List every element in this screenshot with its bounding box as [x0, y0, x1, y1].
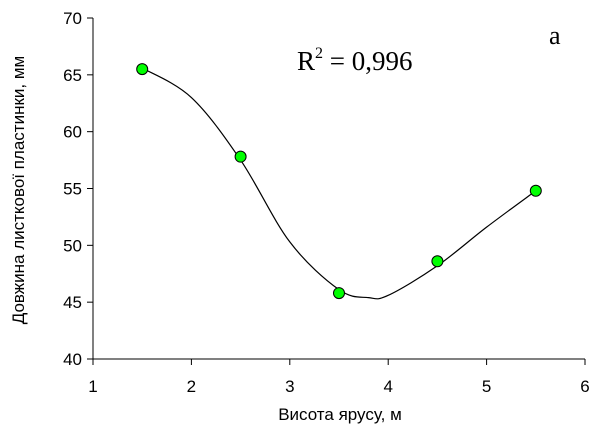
y-tick-label: 40	[63, 350, 82, 369]
x-tick-label: 3	[285, 377, 294, 396]
y-tick-label: 45	[63, 293, 82, 312]
r-squared-exponent: 2	[315, 45, 323, 62]
data-point	[234, 150, 247, 163]
r-squared-annotation: R2 = 0,996	[297, 45, 413, 76]
x-axis-title: Висота ярусу, м	[278, 405, 402, 424]
x-tick-label: 6	[580, 377, 589, 396]
y-axis-title: Довжина листкової пластинки, мм	[9, 56, 28, 324]
y-tick-label: 65	[63, 66, 82, 85]
y-tick-label: 60	[63, 123, 82, 142]
y-ticks: 40 45 50 55 60 65 70	[63, 9, 93, 369]
data-point	[529, 184, 542, 197]
data-points	[136, 63, 542, 300]
x-tick-label: 2	[187, 377, 196, 396]
y-tick-label: 55	[63, 180, 82, 199]
data-point	[333, 287, 345, 300]
x-ticks: 1 2 3 4 5 6	[88, 359, 589, 396]
trend-curve-layer	[141, 67, 537, 300]
y-tick-label: 50	[63, 236, 82, 255]
panel-label: a	[549, 21, 561, 50]
r-squared-value: = 0,996	[323, 46, 412, 76]
data-point	[136, 63, 149, 76]
r-squared-symbol: R	[297, 46, 315, 76]
y-tick-label: 70	[63, 9, 82, 28]
trend-curve	[141, 67, 537, 300]
x-tick-label: 4	[383, 377, 392, 396]
x-tick-label: 1	[88, 377, 97, 396]
data-point	[431, 255, 444, 268]
x-tick-label: 5	[482, 377, 491, 396]
